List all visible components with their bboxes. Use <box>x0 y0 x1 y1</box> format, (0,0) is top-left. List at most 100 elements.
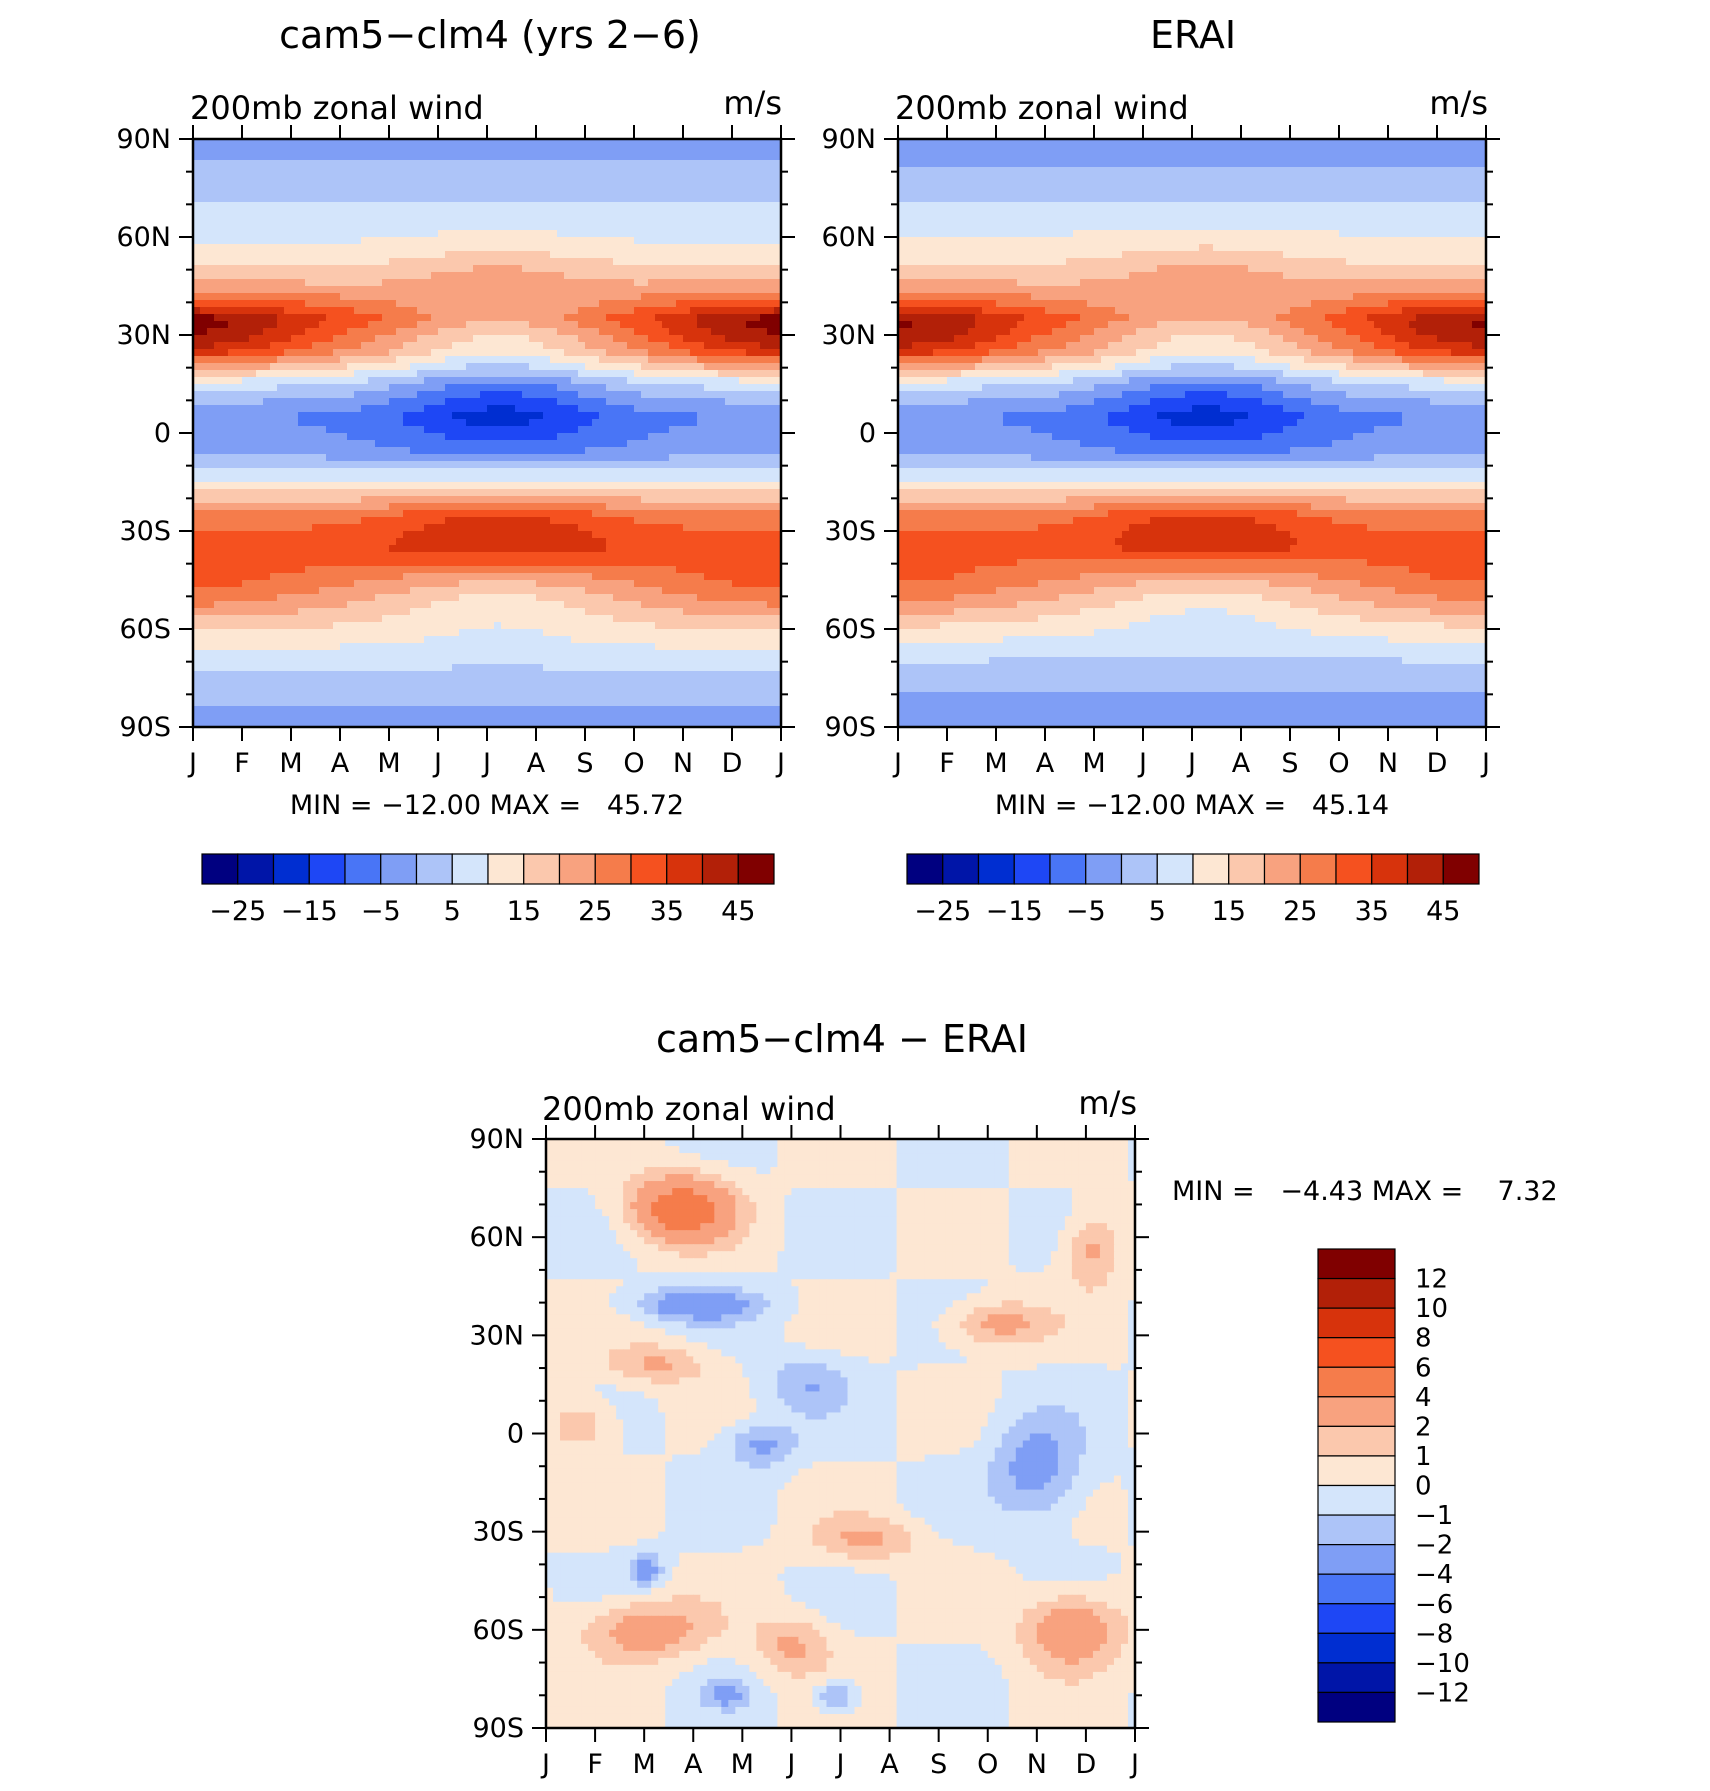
field-cell <box>725 237 733 245</box>
field-cell <box>669 272 677 280</box>
field-cell <box>585 223 593 231</box>
field-cell <box>592 321 600 329</box>
field-cell <box>473 202 481 210</box>
field-cell <box>711 307 719 315</box>
field-cell <box>515 153 523 161</box>
field-cell <box>417 209 425 217</box>
field-cell <box>389 272 397 280</box>
field-cell <box>305 286 313 294</box>
field-cell <box>606 314 614 322</box>
field-cell <box>676 160 684 168</box>
field-cell <box>529 230 537 238</box>
field-cell <box>312 181 320 189</box>
field-cell <box>536 321 544 329</box>
field-cell <box>417 314 425 322</box>
field-cell <box>270 293 278 301</box>
field-cell <box>249 321 257 329</box>
field-cell <box>291 244 299 252</box>
field-cell <box>711 174 719 182</box>
field-cell <box>627 321 635 329</box>
field-cell <box>221 300 229 308</box>
field-cell <box>221 174 229 182</box>
field-cell <box>697 258 705 266</box>
field-cell <box>746 160 754 168</box>
field-cell <box>214 237 222 245</box>
field-cell <box>543 174 551 182</box>
field-cell <box>249 153 257 161</box>
field-cell <box>739 167 747 175</box>
field-cell <box>459 314 467 322</box>
field-cell <box>466 237 474 245</box>
field-cell <box>277 300 285 308</box>
field-cell <box>228 209 236 217</box>
field-cell <box>277 202 285 210</box>
field-cell <box>452 272 460 280</box>
field-cell <box>599 230 607 238</box>
field-cell <box>557 265 565 273</box>
field-cell <box>529 300 537 308</box>
field-cell <box>270 265 278 273</box>
field-cell <box>669 181 677 189</box>
field-cell <box>452 279 460 287</box>
field-cell <box>375 258 383 266</box>
field-cell <box>214 209 222 217</box>
field-cell <box>543 251 551 259</box>
field-cell <box>690 223 698 231</box>
field-cell <box>711 223 719 231</box>
field-cell <box>291 216 299 224</box>
field-cell <box>214 272 222 280</box>
field-cell <box>697 314 705 322</box>
field-cell <box>333 188 341 196</box>
field-cell <box>529 146 537 154</box>
field-cell <box>592 244 600 252</box>
field-cell <box>690 181 698 189</box>
field-cell <box>361 146 369 154</box>
field-cell <box>459 146 467 154</box>
field-cell <box>424 223 432 231</box>
field-cell <box>662 223 670 231</box>
field-cell <box>641 258 649 266</box>
field-cell <box>459 237 467 245</box>
field-cell <box>256 265 264 273</box>
field-cell <box>368 216 376 224</box>
field-cell <box>739 181 747 189</box>
field-cell <box>431 300 439 308</box>
field-cell <box>487 223 495 231</box>
field-cell <box>487 188 495 196</box>
field-cell <box>263 216 271 224</box>
field-cell <box>634 279 642 287</box>
field-cell <box>760 265 768 273</box>
field-cell <box>431 314 439 322</box>
field-cell <box>403 216 411 224</box>
field-cell <box>648 244 656 252</box>
field-cell <box>396 258 404 266</box>
field-cell <box>438 279 446 287</box>
field-cell <box>543 188 551 196</box>
field-cell <box>634 209 642 217</box>
field-cell <box>683 153 691 161</box>
field-cell <box>613 202 621 210</box>
field-cell <box>284 251 292 259</box>
field-cell <box>368 160 376 168</box>
field-cell <box>655 321 663 329</box>
field-cell <box>354 160 362 168</box>
field-cell <box>571 160 579 168</box>
field-cell <box>543 286 551 294</box>
field-cell <box>284 307 292 315</box>
field-cell <box>760 230 768 238</box>
field-cell <box>487 160 495 168</box>
field-cell <box>753 258 761 266</box>
field-cell <box>557 153 565 161</box>
field-cell <box>382 230 390 238</box>
field-cell <box>333 244 341 252</box>
field-cell <box>515 279 523 287</box>
field-cell <box>669 293 677 301</box>
field-cell <box>438 174 446 182</box>
field-cell <box>669 321 677 329</box>
field-cell <box>368 307 376 315</box>
field-cell <box>732 146 740 154</box>
field-cell <box>641 160 649 168</box>
field-cell <box>676 146 684 154</box>
field-cell <box>242 188 250 196</box>
field-cell <box>578 195 586 203</box>
